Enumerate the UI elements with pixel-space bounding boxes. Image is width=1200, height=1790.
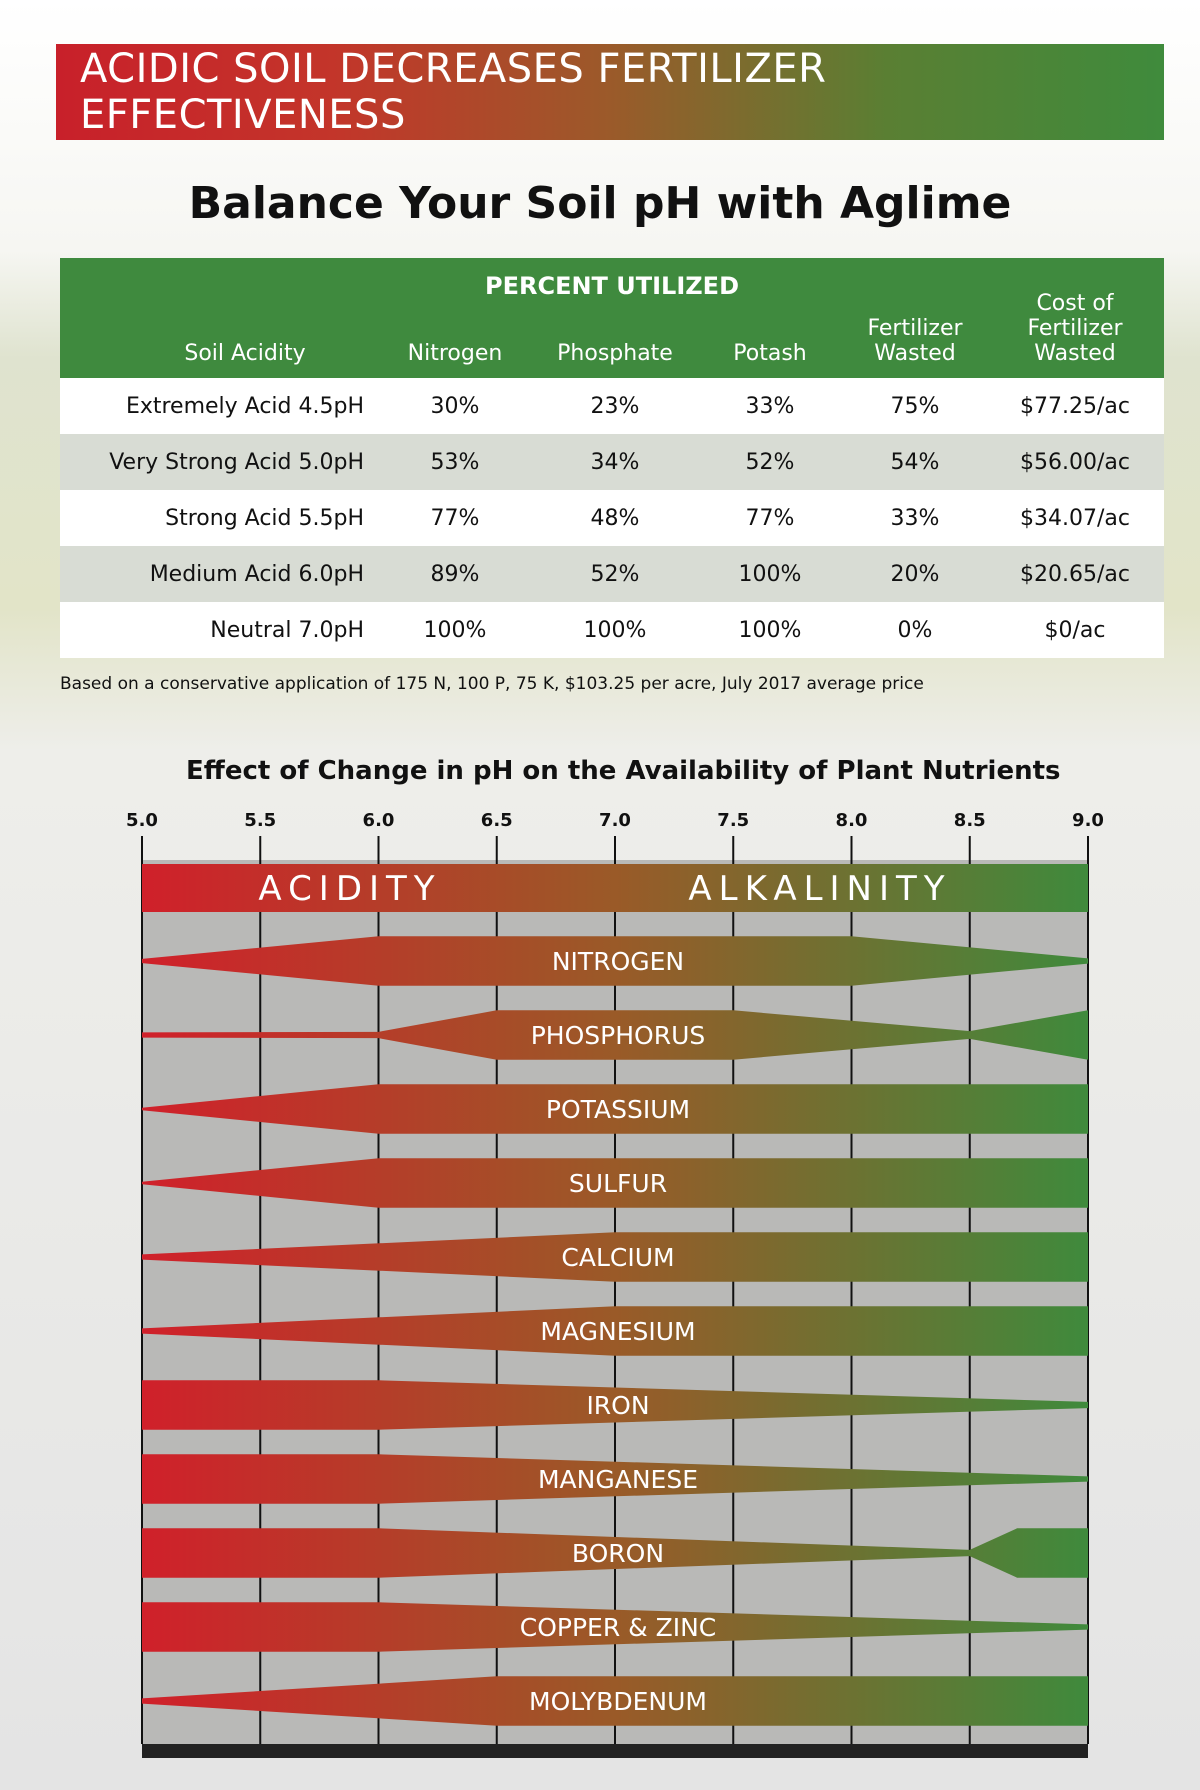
table-row: Medium Acid 6.0pH 89% 52% 100% 20% $20.65/ac xyxy=(60,546,1164,602)
fertilizer-table: PERCENT UTILIZED Soil Acidity Nitrogen P… xyxy=(60,258,1164,658)
nutrient-band-molybdenum xyxy=(142,1676,1088,1726)
row-fertilizer-wasted-cell: 54% xyxy=(890,449,940,475)
acidity-band xyxy=(142,864,1088,912)
row-fertilizer-wasted-cell: 0% xyxy=(897,617,933,643)
row-cost-wasted-cell: $77.25/ac xyxy=(1020,393,1130,419)
col-fertilizer-wasted: Fertilizer Wasted xyxy=(867,316,963,366)
x-tick-label: 8.5 xyxy=(954,810,986,831)
row-phosphate-cell: 48% xyxy=(590,505,640,531)
x-tick-label: 6.0 xyxy=(363,810,395,831)
row-phosphate-cell: 23% xyxy=(590,393,640,419)
table-row: Extremely Acid 4.5pH 30% 23% 33% 75% $77.25/a… xyxy=(60,378,1164,434)
nutrient-band-calcium xyxy=(142,1232,1088,1282)
row-nitrogen-cell: 89% xyxy=(430,561,480,587)
nutrient-band-magnesium xyxy=(142,1306,1088,1356)
row-nitrogen-cell: 77% xyxy=(430,505,480,531)
alkalinity-label: ALKALINITY xyxy=(688,869,951,909)
table-header: PERCENT UTILIZED Soil Acidity Nitrogen P… xyxy=(60,258,1164,378)
chart-title: Effect of Change in pH on the Availabili… xyxy=(186,756,1061,786)
row-fertilizer-wasted-cell: 75% xyxy=(890,393,940,419)
nutrient-label: SULFUR xyxy=(569,1169,667,1198)
row-nitrogen-cell: 100% xyxy=(423,617,487,643)
nutrient-band-copper-zinc xyxy=(142,1602,1088,1652)
row-soil-acidity-cell: Very Strong Acid 5.0pH xyxy=(109,449,364,475)
nutrient-label: CALCIUM xyxy=(561,1243,674,1272)
col-soil-acidity: Soil Acidity xyxy=(184,341,306,366)
col-phosphate: Phosphate xyxy=(557,341,673,366)
x-tick-label: 5.0 xyxy=(126,810,158,831)
row-phosphate-cell: 100% xyxy=(583,617,647,643)
row-soil-acidity-cell: Neutral 7.0pH xyxy=(210,617,364,643)
nutrient-band-phosphorus xyxy=(142,1010,1088,1060)
row-potash-cell: 52% xyxy=(745,449,795,475)
row-nitrogen-cell: 30% xyxy=(430,393,480,419)
row-cost-wasted-cell: $56.00/ac xyxy=(1020,449,1130,475)
nutrient-band-sulfur xyxy=(142,1158,1088,1208)
x-tick-label: 7.0 xyxy=(599,810,631,831)
x-tick-label: 9.0 xyxy=(1072,810,1104,831)
row-potash-cell: 77% xyxy=(745,505,795,531)
nutrient-label: PHOSPHORUS xyxy=(531,1021,706,1050)
col-potash: Potash xyxy=(733,341,807,366)
row-soil-acidity-cell: Medium Acid 6.0pH xyxy=(149,561,364,587)
row-soil-acidity-cell: Extremely Acid 4.5pH xyxy=(125,393,364,419)
x-tick-label: 6.5 xyxy=(481,810,513,831)
col-nitrogen: Nitrogen xyxy=(407,341,503,366)
row-phosphate-cell: 34% xyxy=(590,449,640,475)
nutrient-band-boron xyxy=(142,1528,1088,1578)
nutrient-label: MANGANESE xyxy=(538,1465,698,1494)
row-potash-cell: 100% xyxy=(738,561,802,587)
page-subtitle: Balance Your Soil pH with Aglime xyxy=(188,178,1012,229)
nutrient-label: MAGNESIUM xyxy=(540,1317,695,1346)
table-footnote: Based on a conservative application of 1… xyxy=(60,674,924,694)
nutrient-label: MOLYBDENUM xyxy=(529,1687,707,1716)
nutrient-label: POTASSIUM xyxy=(546,1095,690,1124)
x-tick-label: 7.5 xyxy=(717,810,749,831)
row-cost-wasted-cell: $20.65/ac xyxy=(1020,561,1130,587)
percent-utilized-header: PERCENT UTILIZED xyxy=(484,272,739,300)
acidity-label: ACIDITY xyxy=(258,869,441,909)
table-body: Extremely Acid 4.5pH 30% 23% 33% 75% $77.25/a… xyxy=(60,378,1164,658)
nutrient-band-manganese xyxy=(142,1454,1088,1504)
nutrient-label: COPPER & ZINC xyxy=(520,1613,717,1642)
row-fertilizer-wasted-cell: 20% xyxy=(890,561,940,587)
row-nitrogen-cell: 53% xyxy=(430,449,480,475)
headline-text: ACIDIC SOIL DECREASES FERTILIZER EFFECTI… xyxy=(80,46,827,138)
row-potash-cell: 33% xyxy=(745,393,795,419)
row-fertilizer-wasted-cell: 33% xyxy=(890,505,940,531)
nutrient-band-potassium xyxy=(142,1084,1088,1134)
table-row: Strong Acid 5.5pH 77% 48% 77% 33% $34.07/ac xyxy=(60,490,1164,546)
table-row: Very Strong Acid 5.0pH 53% 34% 52% 54% $56.00… xyxy=(60,434,1164,490)
nutrient-band-nitrogen xyxy=(142,936,1088,986)
row-potash-cell: 100% xyxy=(738,617,802,643)
nutrient-label: NITROGEN xyxy=(552,947,684,976)
nutrient-band-iron xyxy=(142,1380,1088,1430)
table-row: Neutral 7.0pH 100% 100% 100% 0% $0/ac xyxy=(60,602,1164,658)
x-tick-label: 5.5 xyxy=(244,810,276,831)
headline-banner: ACIDIC SOIL DECREASES FERTILIZER EFFECTI… xyxy=(56,44,1164,140)
nutrient-label: BORON xyxy=(572,1539,664,1568)
row-soil-acidity-cell: Strong Acid 5.5pH xyxy=(165,505,364,531)
col-cost-wasted: Cost of Fertilizer Wasted xyxy=(1027,291,1123,366)
row-cost-wasted-cell: $34.07/ac xyxy=(1020,505,1130,531)
x-tick-label: 8.0 xyxy=(836,810,868,831)
row-cost-wasted-cell: $0/ac xyxy=(1044,617,1106,643)
nutrient-label: IRON xyxy=(586,1391,649,1420)
chart-base xyxy=(142,1744,1088,1758)
row-phosphate-cell: 52% xyxy=(590,561,640,587)
